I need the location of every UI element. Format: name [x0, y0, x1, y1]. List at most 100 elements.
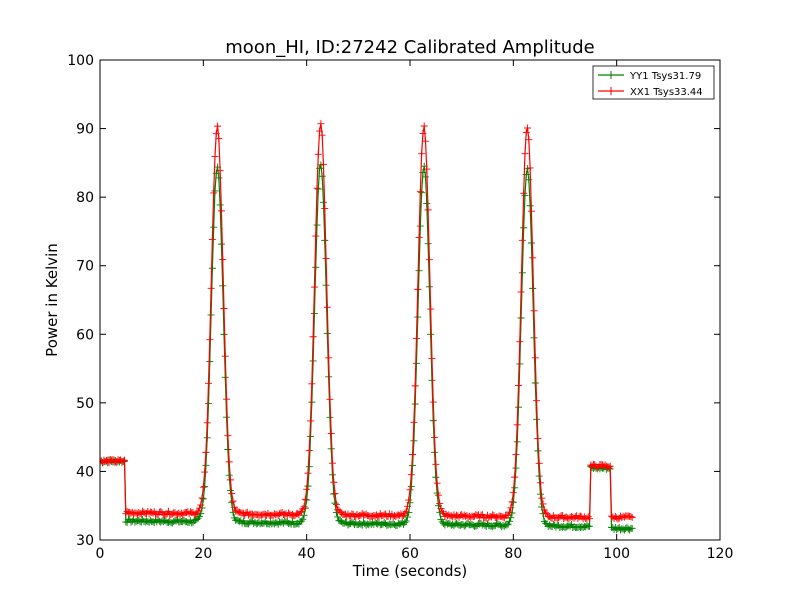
data-point [423, 199, 431, 207]
data-point [303, 496, 311, 504]
data-point [407, 471, 415, 479]
data-point [219, 282, 227, 290]
data-point [402, 517, 410, 525]
legend: YY1 Tsys31.79 XX1 Tsys33.44 [592, 65, 715, 100]
data-point [312, 263, 320, 271]
data-point [539, 500, 547, 508]
data-point [211, 153, 219, 161]
data-point [416, 188, 424, 196]
data-point [401, 509, 409, 517]
legend-label: XX1 Tsys33.44 [630, 87, 703, 98]
data-point [517, 314, 525, 322]
data-point [511, 473, 519, 481]
data-point [513, 421, 521, 429]
data-point [334, 513, 342, 521]
data-point [226, 476, 234, 484]
y-tick-label: 70 [76, 259, 94, 275]
data-point [318, 172, 326, 180]
chart-title: moon_HI, ID:27242 Calibrated Amplitude [225, 37, 594, 58]
data-point [627, 512, 635, 520]
data-point [531, 354, 539, 362]
plot-frame [99, 59, 721, 541]
series-yy1 [100, 161, 636, 534]
data-point [405, 496, 413, 504]
data-point [305, 446, 313, 454]
data-point [212, 130, 220, 138]
data-point [434, 491, 442, 499]
data-point [505, 508, 513, 516]
data-point [303, 485, 311, 493]
data-point [410, 418, 418, 426]
data-point [605, 463, 613, 471]
data-point [424, 206, 432, 214]
data-point [503, 521, 511, 529]
x-tick-label: 80 [504, 546, 522, 562]
series-xx1 [100, 120, 636, 523]
data-point [319, 198, 327, 206]
data-point [527, 239, 535, 247]
y-tick-label: 90 [76, 122, 94, 138]
data-point [201, 468, 209, 476]
data-point [211, 187, 219, 195]
data-point [202, 461, 210, 469]
data-point [411, 382, 419, 390]
data-point [321, 236, 329, 244]
x-axis: 0 20 40 60 80 100 120 [96, 60, 734, 562]
data-point [423, 165, 431, 173]
data-point [406, 486, 414, 494]
data-point [210, 223, 218, 231]
data-point [330, 490, 338, 498]
y-tick-label: 40 [76, 464, 94, 480]
data-point [529, 254, 537, 262]
data-point [427, 305, 435, 313]
data-point [215, 174, 223, 182]
data-point [332, 500, 340, 508]
series-line [100, 164, 633, 531]
data-point [318, 131, 326, 139]
data-point [226, 487, 234, 495]
data-point [410, 437, 418, 445]
data-point [508, 498, 516, 506]
data-point [531, 379, 539, 387]
x-tick-label: 20 [194, 546, 212, 562]
data-point [220, 305, 228, 312]
data-point [420, 122, 428, 130]
data-point [530, 334, 538, 342]
data-point [121, 456, 129, 464]
data-point [586, 522, 594, 530]
x-tick-label: 120 [707, 546, 734, 562]
data-point [298, 517, 305, 525]
data-point [535, 459, 543, 467]
data-point [193, 509, 201, 517]
data-point [219, 256, 227, 264]
data-point [314, 150, 322, 158]
x-tick-label: 40 [298, 546, 316, 562]
x-tick-label: 100 [603, 546, 630, 562]
data-point [313, 184, 321, 192]
data-point [228, 498, 236, 506]
data-point [317, 120, 325, 128]
data-point [515, 381, 522, 389]
data-point [529, 284, 537, 292]
data-point [223, 395, 231, 403]
data-point [511, 484, 519, 492]
data-point [205, 379, 212, 387]
data-point [520, 224, 528, 232]
data-point [323, 330, 331, 338]
data-point [221, 352, 229, 360]
data-point [319, 160, 327, 168]
y-tick-label: 100 [67, 53, 94, 69]
x-tick-label: 0 [96, 546, 105, 562]
data-point [228, 490, 236, 498]
data-point [403, 513, 411, 521]
data-point [310, 309, 318, 317]
data-point [518, 236, 526, 244]
data-point [533, 397, 541, 405]
data-point [512, 464, 520, 472]
data-point [507, 504, 515, 512]
data-point [195, 512, 203, 520]
data-point [308, 380, 316, 388]
data-point [504, 511, 512, 519]
data-point [299, 515, 307, 523]
